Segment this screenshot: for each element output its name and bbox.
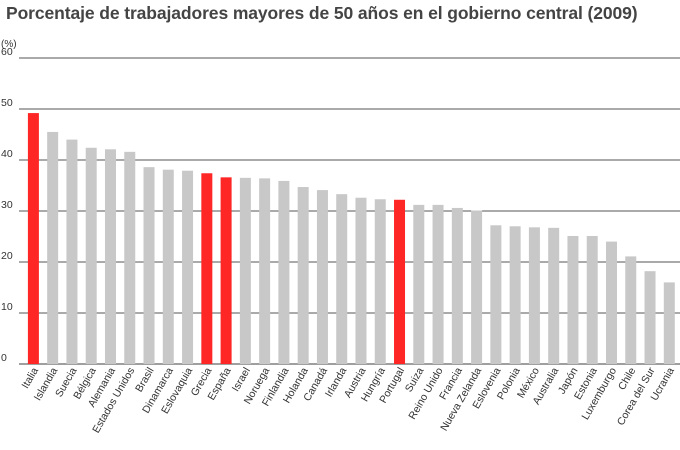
bar-españa [220,177,232,364]
bar-islandia [47,131,59,364]
y-tick-label: 40 [1,148,13,160]
bar-reino-unido [432,204,444,364]
bar-dinamarca [162,169,174,364]
bar-noruega [259,178,271,364]
bar-alemania [104,149,116,364]
bar-ucrania [663,282,675,364]
bar-francia [451,207,463,364]
y-tick-label: 10 [1,301,13,313]
bar-bélgica [85,147,97,364]
y-tick-label: 50 [1,97,13,109]
bar-portugal [394,199,406,364]
bar-méxico [528,227,540,364]
bar-estonia [586,235,598,364]
bar-grecia [201,173,213,364]
bar-suecia [66,139,78,364]
y-tick-label: 30 [1,199,13,211]
bar-hungría [374,199,386,364]
y-axis-unit-label: (%) [1,39,17,50]
bar-corea-del-sur [644,271,656,364]
bar-israel [239,177,251,364]
bar-chile [625,256,637,364]
bar-polonia [509,226,521,364]
bar-irlanda [336,194,348,364]
bar-finlandia [278,180,290,364]
bars [27,113,675,364]
y-tick-label: 20 [1,250,13,262]
bar-brasil [143,167,155,364]
bar-nueva-zelanda [471,210,483,364]
x-axis-labels: ItaliaIslandiaSueciaBélgicaAlemaniaEstad… [20,365,677,435]
y-tick-label: 0 [1,352,7,364]
bar-holanda [297,187,309,364]
chart-title: Porcentaje de trabajadores mayores de 50… [6,3,638,23]
bar-eslovaquia [182,170,194,364]
bar-italia [27,113,39,364]
y-tick-label: 60 [1,46,13,58]
bar-luxemburgo [605,241,617,364]
bar-australia [548,227,560,364]
bar-eslovenia [490,225,502,364]
bar-austria [355,197,367,364]
gridlines [19,57,680,365]
bar-japón [567,235,579,364]
y-axis-ticks: 0 10 20 30 40 50 60 [1,46,13,364]
bar-suiza [413,204,425,364]
bar-estados-unidos [124,151,136,364]
bar-canadá [316,190,328,364]
